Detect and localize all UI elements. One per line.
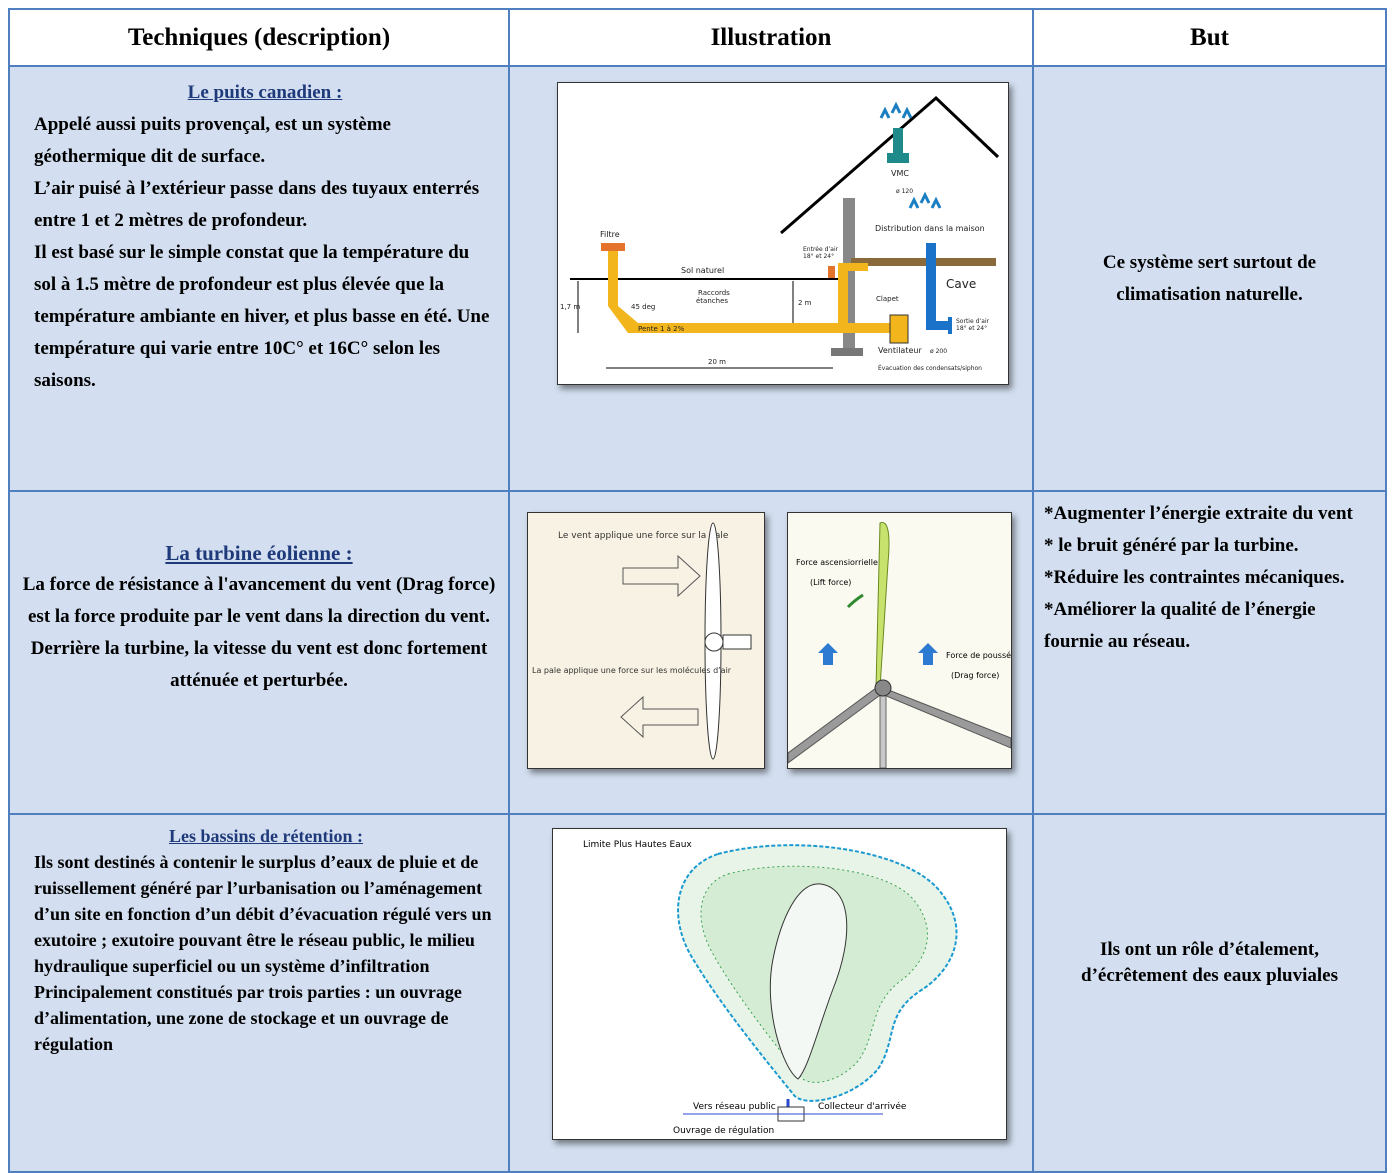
diagram-label: étanches: [696, 297, 728, 305]
diagram-label: Limite Plus Hautes Eaux: [583, 840, 692, 850]
diagram-label: Entrée d’air: [803, 246, 839, 253]
diagram-label: 45 deg: [631, 303, 655, 311]
diagram-label: 1,7 m: [560, 303, 580, 311]
diagram-label: Évacuation des condensats/siphon: [878, 364, 982, 372]
paragraph: Il est basé sur le simple constat que la…: [34, 242, 490, 391]
diagram-label: Force de poussée: [946, 650, 1012, 660]
header-cell: Illustration: [508, 8, 1034, 67]
diagram-label: Ventilateur: [878, 346, 922, 355]
diagram-label: Collecteur d'arrivée: [818, 1101, 907, 1112]
goal-cell: *Augmenter l’énergie extraite du vent * …: [1032, 490, 1387, 815]
goal-cell: Ils ont un rôle d’étalement, d’écrêtemen…: [1032, 813, 1387, 1173]
diagram-label: ø 120: [896, 188, 913, 195]
lift-diagram: Force ascensiorrielle (Lift force) Force…: [787, 512, 1012, 769]
diagram-label: Pente 1 à 2%: [638, 325, 685, 333]
paragraph: Derrière la turbine, la vitesse du vent …: [30, 638, 488, 691]
paragraph: Ils sont destinés à contenir le surplus …: [34, 852, 492, 976]
paragraph: Appelé aussi puits provençal, est un sys…: [34, 114, 391, 167]
goal-cell: Ce système sert surtout de climatisation…: [1032, 65, 1387, 492]
paragraph: Principalement constitués par trois part…: [34, 982, 462, 1054]
diagram-label: Le vent applique une force sur la pale: [558, 531, 729, 541]
goal-text: *Améliorer la qualité de l’énergie fourn…: [1044, 599, 1316, 652]
goal-text: * le bruit généré par la turbine.: [1044, 535, 1299, 556]
diagram-label: 20 m: [708, 358, 726, 366]
diagram-label: Vers réseau public: [693, 1101, 776, 1112]
diagram-label: Clapet: [876, 295, 899, 303]
diagram-label: La pale applique une force sur les moléc…: [532, 665, 732, 675]
technique-title: Les bassins de rétention :: [168, 826, 363, 846]
canadian-well-diagram: VMC ø 120 Distribution dans la maison Fi…: [557, 82, 1009, 385]
diagram-label: Filtre: [600, 230, 620, 239]
diagram-label: (Drag force): [951, 671, 999, 680]
diagram-label: Force ascensiorrielle: [796, 558, 878, 567]
diagram-label: 2 m: [798, 299, 812, 307]
description-cell: Les bassins de rétention : Ils sont dest…: [8, 813, 510, 1173]
goal-text: Ils ont un rôle d’étalement, d’écrêtemen…: [1081, 939, 1338, 986]
retention-basin-diagram: Limite Plus Hautes Eaux Vers réseau publ…: [552, 828, 1007, 1140]
paragraph: La force de résistance à l'avancement du…: [22, 574, 496, 627]
diagram-label: 18° et 24°: [803, 253, 834, 260]
diagram-label: Distribution dans la maison: [875, 224, 985, 233]
diagram-label: Sol naturel: [681, 266, 724, 275]
description-cell: La turbine éolienne : La force de résist…: [8, 490, 510, 815]
illustration-cell: Limite Plus Hautes Eaux Vers réseau publ…: [508, 813, 1034, 1173]
diagram-label: Raccords: [698, 289, 730, 297]
header-cell: But: [1032, 8, 1387, 67]
diagram-label: 18° et 24°: [956, 325, 987, 332]
diagram-label: Cave: [946, 277, 976, 291]
drag-diagram: Le vent applique une force sur la pale L…: [527, 512, 765, 769]
header-cell: Techniques (description): [8, 8, 510, 67]
goal-text: *Réduire les contraintes mécaniques.: [1044, 567, 1345, 588]
goal-text: Ce système sert surtout de climatisation…: [1102, 251, 1317, 305]
illustration-cell: VMC ø 120 Distribution dans la maison Fi…: [508, 65, 1034, 492]
diagram-label: Ouvrage de régulation: [673, 1125, 774, 1136]
diagram-label: ø 200: [930, 348, 947, 355]
description-cell: Le puits canadien : Appelé aussi puits p…: [8, 65, 510, 492]
diagram-label: (Lift force): [810, 578, 851, 587]
technique-title: La turbine éolienne :: [165, 541, 353, 565]
illustration-cell: Le vent applique une force sur la pale L…: [508, 490, 1034, 815]
paragraph: L’air puisé à l’extérieur passe dans des…: [34, 178, 480, 231]
goal-text: *Augmenter l’énergie extraite du vent: [1044, 503, 1353, 524]
diagram-label: Sortie d’air: [956, 318, 990, 325]
diagram-label: VMC: [891, 169, 909, 178]
technique-title: Le puits canadien :: [187, 82, 343, 103]
